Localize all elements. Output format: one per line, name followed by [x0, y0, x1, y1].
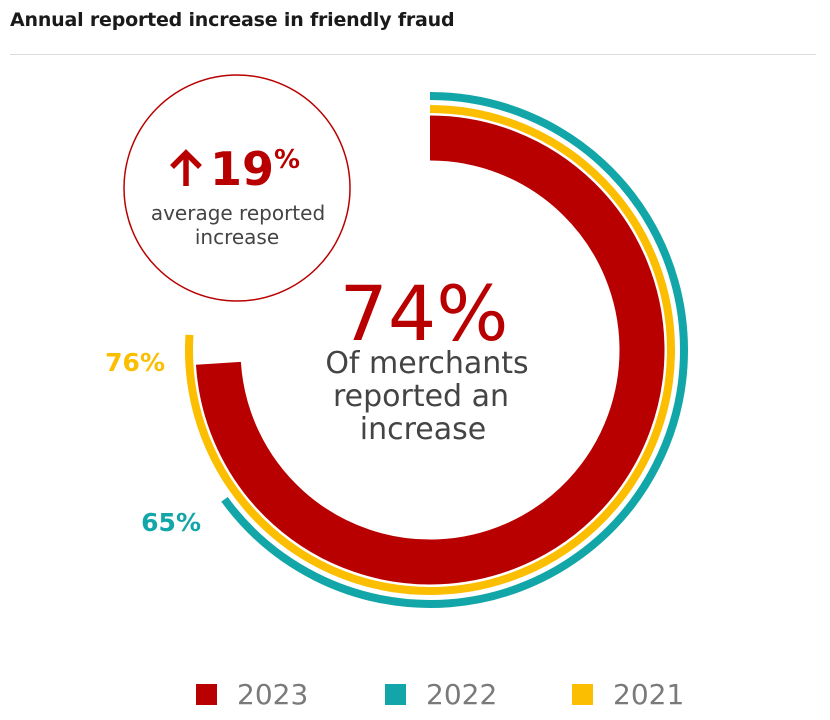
legend-label-2022: 2022 — [426, 677, 498, 711]
callout-unit: % — [274, 145, 300, 175]
up-arrow-icon — [170, 149, 202, 186]
ring-2023 — [195, 115, 665, 585]
legend-item-2021: 2021 — [572, 677, 685, 711]
legend-label-2023: 2023 — [237, 677, 309, 711]
legend-swatch-2023 — [196, 683, 217, 705]
radial-bar-chart: 76% 65% 74% Of merchants reported an inc… — [105, 74, 688, 608]
legend-swatch-2021 — [572, 683, 593, 705]
callout-value: 19% — [210, 142, 300, 196]
legend-item-2023: 2023 — [196, 677, 309, 711]
legend-label-2021: 2021 — [613, 677, 685, 711]
chart-title: Annual reported increase in friendly fra… — [10, 9, 455, 31]
callout-caption-line-1: average reported — [151, 201, 325, 225]
legend-item-2022: 2022 — [385, 677, 498, 711]
callout-caption-line-2: increase — [195, 225, 279, 249]
center-caption-line-2: reported an — [333, 379, 509, 414]
label-2021: 76% — [105, 348, 165, 377]
center-caption-line-1: Of merchants — [325, 346, 528, 381]
legend: 2023 2022 2021 — [0, 677, 830, 711]
center-value: 74% — [340, 269, 509, 358]
ring-2022 — [221, 92, 688, 608]
center-caption-line-3: increase — [360, 412, 486, 447]
ring-2021 — [185, 105, 675, 595]
callout-circle — [123, 74, 351, 302]
legend-swatch-2022 — [385, 683, 406, 705]
title-divider — [10, 54, 816, 55]
label-2022: 65% — [141, 508, 201, 537]
